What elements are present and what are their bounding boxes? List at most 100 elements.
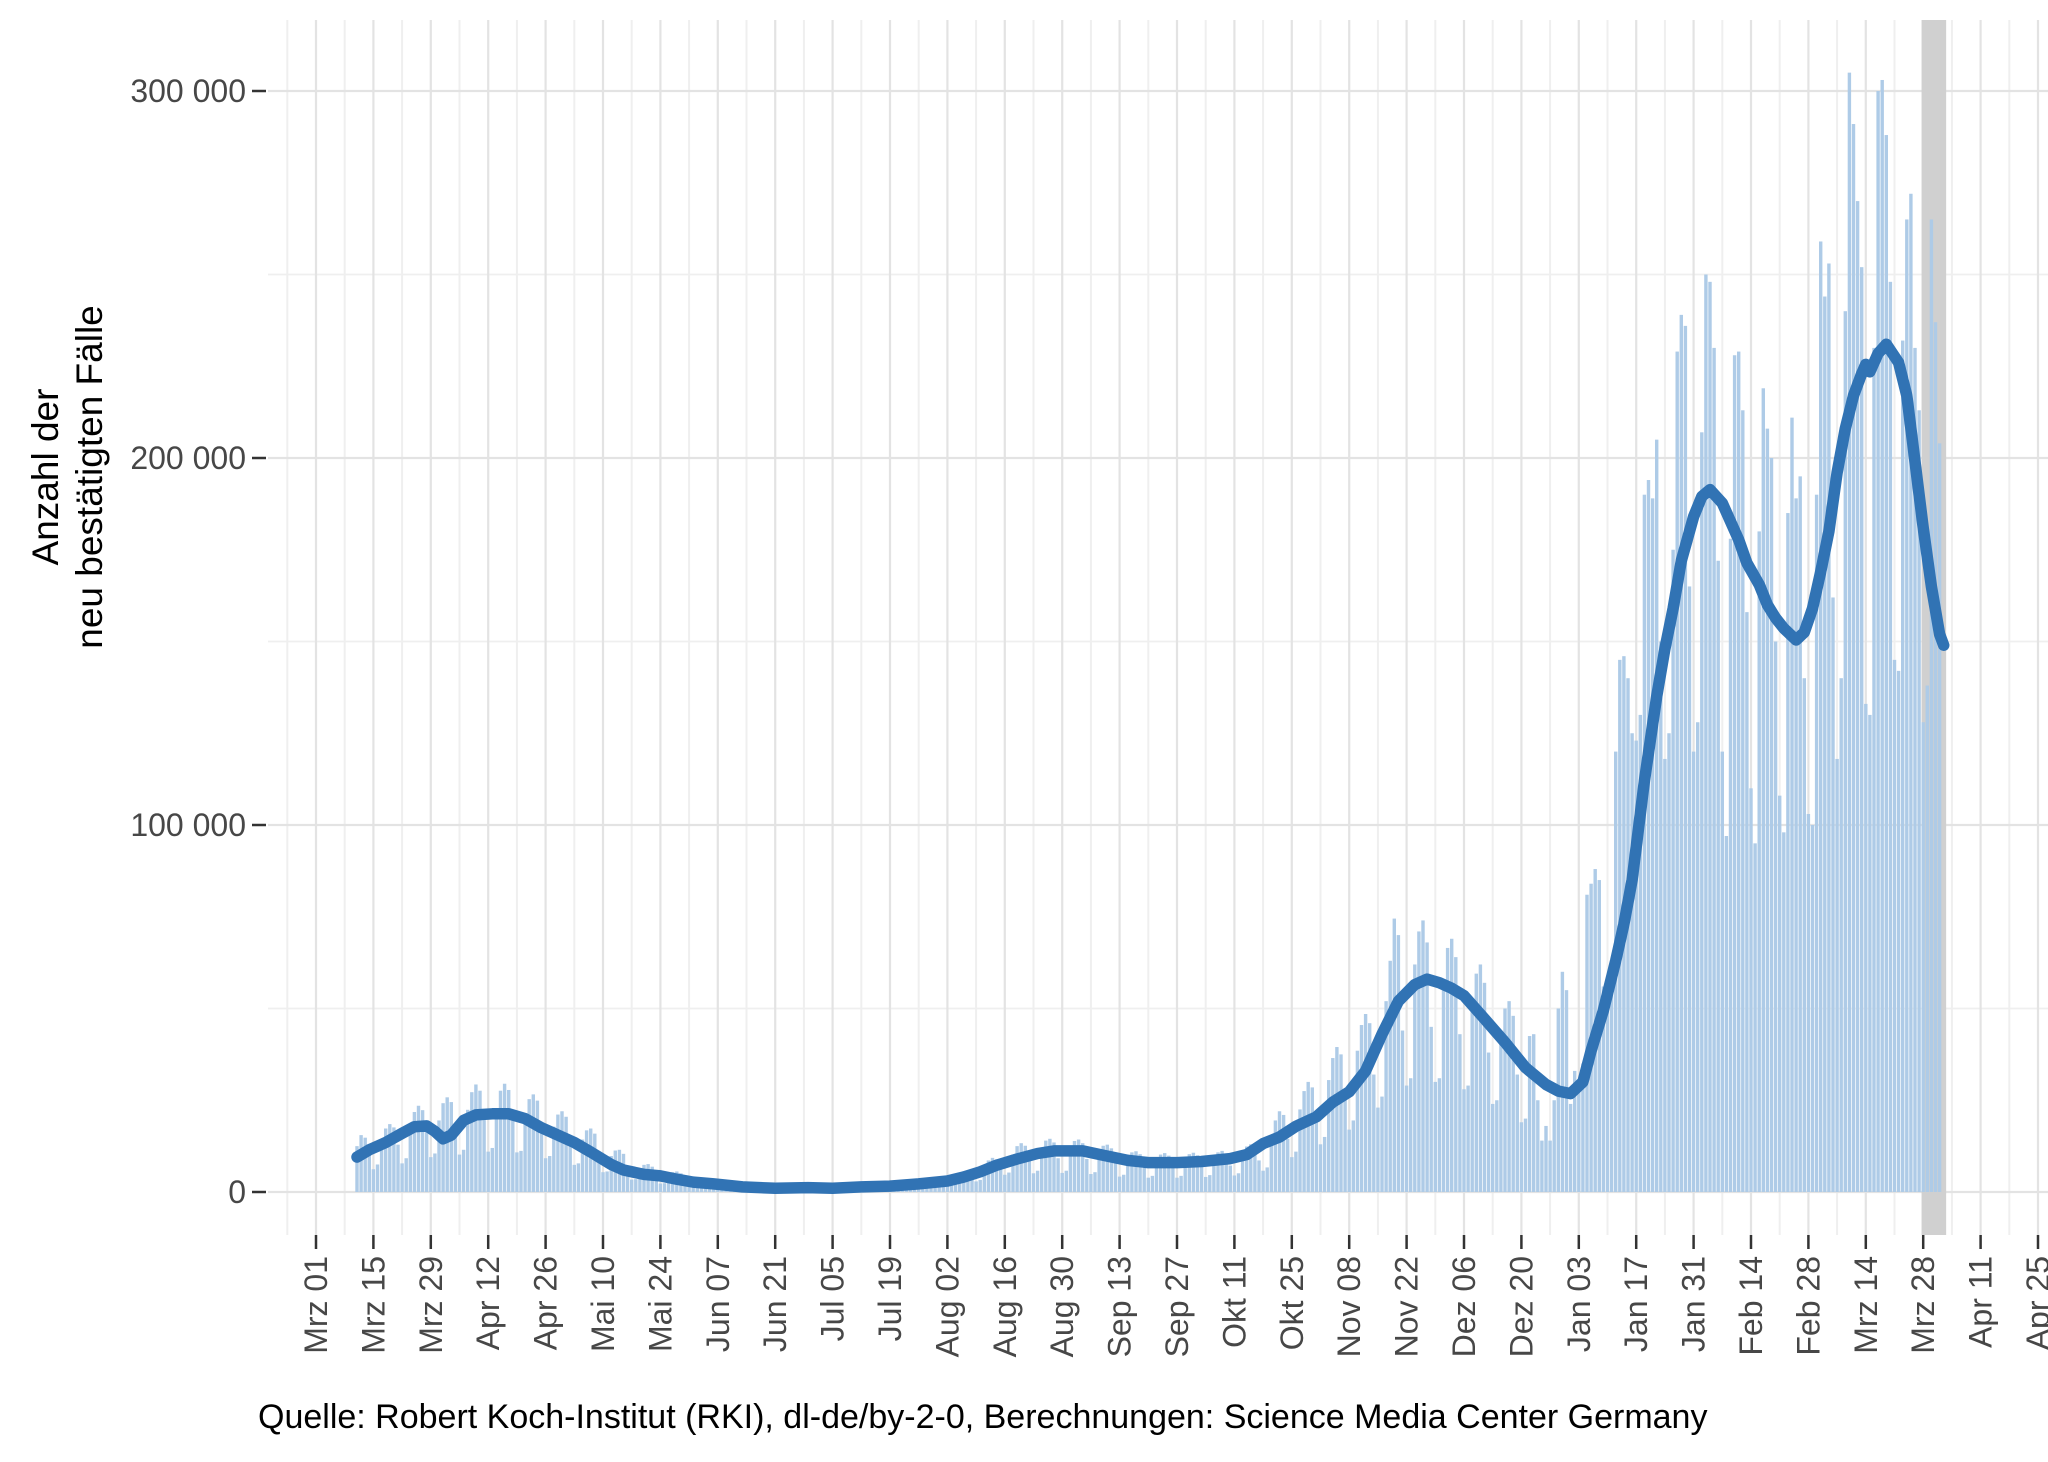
case-bar [1023,1145,1027,1192]
case-bar [1864,703,1868,1192]
case-bar [1482,982,1487,1192]
case-bar [966,1173,970,1192]
x-tick-label: Jan 31 [1676,1256,1712,1352]
case-bar [1290,1157,1294,1192]
case-bar [1507,1001,1511,1192]
x-tick-label: Jul 19 [872,1256,908,1341]
case-bar [1704,274,1708,1192]
case-bar [1322,1136,1327,1192]
case-bar [474,1084,478,1192]
case-bar [1499,1030,1503,1192]
case-bar [1798,476,1802,1193]
case-bar [1868,714,1872,1192]
case-bar [1568,1103,1573,1192]
case-bar [970,1179,974,1192]
case-bar [556,1114,560,1192]
case-bar [638,1168,642,1192]
case-bar [1683,325,1688,1192]
case-bar [416,1105,421,1192]
case-bar [363,1137,367,1192]
case-bar [1462,1089,1466,1192]
case-bar [1909,193,1913,1192]
case-bar [1175,1177,1179,1192]
y-tick-label: 200 000 [130,440,246,476]
case-bar [1540,1140,1544,1192]
case-bar [519,1150,523,1192]
case-bar [1380,1096,1384,1192]
case-bar [1040,1148,1044,1192]
x-tick-label: Jul 05 [815,1256,851,1341]
case-bar [433,1153,437,1192]
y-tick-label: 0 [228,1174,246,1210]
case-bar [1027,1159,1032,1192]
case-bar [1097,1152,1101,1192]
case-bar [1527,1036,1532,1192]
case-bar [1778,795,1782,1192]
case-bar [1240,1153,1245,1192]
case-bar [1273,1120,1278,1192]
case-bar [441,1103,445,1192]
x-tick-label: Jan 17 [1618,1256,1654,1352]
case-bar [1081,1143,1085,1192]
case-bar [658,1183,663,1192]
case-bar [1433,1081,1437,1192]
case-bar [1220,1150,1224,1192]
case-bar [1187,1154,1191,1192]
case-bar [662,1183,667,1192]
case-bar [601,1172,605,1192]
case-bar [1101,1145,1105,1192]
case-bar [461,1149,466,1192]
case-bar [507,1089,511,1192]
case-bar [355,1146,359,1192]
case-bar [1896,670,1901,1192]
case-bar [1265,1167,1269,1192]
case-bar [1376,1107,1380,1192]
x-tick-label: Sep 13 [1102,1256,1138,1357]
case-bar [1458,1034,1462,1192]
case-bar [1392,918,1396,1192]
x-tick-label: Mrz 15 [355,1256,391,1354]
case-bar [1138,1154,1142,1192]
x-tick-label: Feb 28 [1790,1256,1826,1356]
case-bar [1491,1103,1495,1192]
case-bar [1716,560,1720,1192]
y-tick-label: 100 000 [130,807,246,843]
case-bar [511,1119,515,1192]
chart-caption: Quelle: Robert Koch-Institut (RKI), dl-d… [258,1398,1708,1436]
case-bar [1400,1030,1405,1192]
case-bar [666,1175,671,1192]
x-tick-label: Apr 12 [470,1256,506,1350]
case-bar [502,1083,507,1192]
case-bar [1249,1144,1253,1192]
case-bar [388,1124,392,1192]
case-bar [1806,813,1811,1192]
case-bar [1126,1157,1130,1192]
case-bar [1261,1170,1265,1192]
case-bar [625,1167,630,1192]
case-bar [1737,351,1741,1192]
case-bar [1072,1140,1077,1192]
case-bar [1753,843,1757,1192]
case-bar [630,1179,634,1192]
case-bar [1167,1155,1171,1192]
case-bar [412,1111,417,1192]
case-bar [1532,1034,1536,1192]
case-bar [986,1160,991,1192]
case-bar [568,1140,572,1192]
case-bar [425,1131,429,1192]
case-bar [945,1186,950,1192]
case-bar [1728,538,1733,1192]
case-bar [1536,1100,1540,1192]
case-bar [1142,1166,1146,1192]
case-bar [1396,935,1401,1192]
case-bar [523,1114,527,1192]
case-bar [1880,79,1884,1193]
x-tick-label: Feb 14 [1733,1256,1769,1356]
case-bar [1003,1174,1007,1192]
case-bar [1773,641,1778,1192]
case-bar [609,1156,613,1192]
case-bar [1257,1160,1261,1192]
case-bar [1204,1176,1208,1192]
case-bar [1667,733,1671,1192]
